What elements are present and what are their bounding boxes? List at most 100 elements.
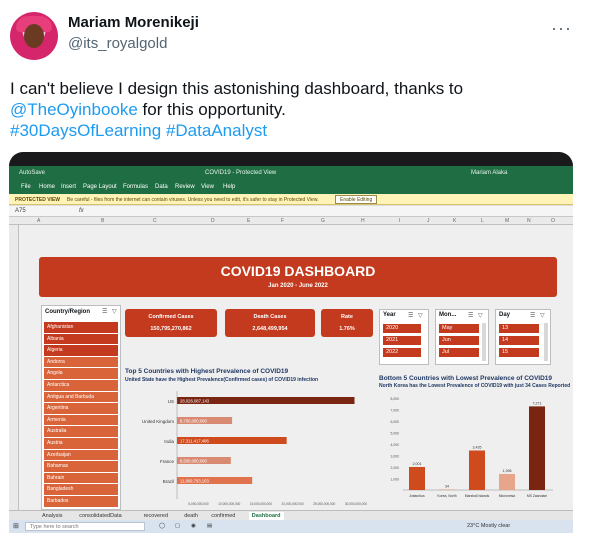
slicer-item[interactable]: 2021	[383, 336, 421, 345]
slicer-item[interactable]: 13	[499, 324, 539, 333]
column-header[interactable]: A	[37, 218, 41, 224]
mention-link[interactable]: @TheOyinbooke	[10, 100, 138, 119]
country-item[interactable]: Barbados	[44, 495, 118, 507]
multi-select-icon[interactable]: ☰	[530, 313, 536, 319]
column-header[interactable]: G	[321, 218, 325, 224]
bar	[177, 477, 253, 484]
formula-bar: A75 fx	[9, 206, 573, 217]
multi-select-icon[interactable]: ☰	[408, 313, 414, 319]
autosave-label[interactable]: AutoSave	[19, 170, 46, 176]
menu-item[interactable]: File	[21, 184, 31, 190]
windows-start-icon[interactable]: ⊞	[13, 523, 19, 530]
multi-select-icon[interactable]: ☰	[102, 309, 108, 315]
avatar[interactable]	[10, 12, 58, 60]
sheet-tab[interactable]: recovered	[143, 513, 169, 519]
country-item[interactable]: Antigua and Barbuda	[44, 391, 118, 403]
column-header[interactable]: F	[281, 218, 285, 224]
country-item[interactable]: Armenia	[44, 414, 118, 426]
country-item[interactable]: Algeria	[44, 345, 118, 356]
country-item[interactable]: Angola	[44, 368, 118, 379]
menu-item[interactable]: Formulas	[123, 184, 149, 190]
country-item[interactable]: Azerbaijan	[44, 449, 118, 461]
taskbar-app-icon[interactable]: ◉	[191, 523, 196, 529]
column-header[interactable]: L	[481, 218, 484, 224]
menu-item[interactable]: Help	[223, 184, 236, 190]
menu-item[interactable]: Home	[39, 184, 56, 190]
bottom5-bar-chart: 1,000 2,000 3,000 4,000 5,000 6,000 7,000 8,000…	[391, 397, 553, 498]
column-header[interactable]: H	[361, 218, 365, 224]
multi-select-icon[interactable]: ☰	[468, 313, 474, 319]
menu-item[interactable]: View	[201, 184, 214, 190]
country-item[interactable]: Australia	[44, 426, 118, 437]
hashtag-link[interactable]: #30DaysOfLearning	[10, 121, 162, 140]
month-slicer[interactable]: Mon... ☰ ▽ May Jun Jul	[435, 309, 489, 365]
clear-filter-icon[interactable]: ▽	[112, 309, 117, 315]
country-item[interactable]: Bahrain	[44, 472, 118, 484]
enable-editing-button[interactable]: Enable Editing	[335, 195, 378, 204]
name-box[interactable]: A75	[15, 208, 26, 214]
taskbar-search-input[interactable]: Type here to search	[25, 522, 145, 531]
bar	[177, 397, 355, 404]
column-header[interactable]: I	[399, 218, 401, 224]
row-headers[interactable]	[9, 225, 19, 510]
column-header[interactable]: C	[153, 218, 157, 224]
slicer-item[interactable]: 14	[499, 336, 539, 345]
column-header[interactable]: M	[505, 218, 510, 224]
column-header[interactable]: K	[453, 218, 457, 224]
sheet-tab[interactable]: confirmed	[211, 513, 236, 519]
clear-filter-icon[interactable]: ▽	[540, 313, 545, 319]
bar	[499, 473, 515, 490]
column-header[interactable]: O	[551, 218, 555, 224]
taskbar-app-icon[interactable]: ◯	[159, 523, 166, 529]
country-item[interactable]: Afghanistan	[44, 322, 118, 333]
slicer-item[interactable]: May	[439, 324, 479, 333]
protected-label: PROTECTED VIEW	[15, 197, 61, 203]
sheet-tab[interactable]: death	[184, 513, 198, 519]
clear-filter-icon[interactable]: ▽	[478, 313, 483, 319]
column-header[interactable]: J	[427, 218, 430, 224]
tick-label: 5,000,000,000	[188, 502, 209, 506]
weather-status[interactable]: 23°C Mostly clear	[467, 523, 511, 529]
country-item[interactable]: Bangladesh	[44, 484, 118, 495]
user-name[interactable]: Mariam Alaka	[471, 170, 508, 176]
country-item[interactable]: Andorra	[44, 356, 118, 368]
column-header[interactable]: N	[527, 218, 531, 224]
menu-item[interactable]: Insert	[61, 184, 77, 190]
bottom5-chart-subtitle: North Korea has the Lowest Prevalence of…	[379, 383, 571, 389]
more-options-icon[interactable]: ···	[551, 18, 572, 38]
sheet-tab[interactable]: consolidatedData	[79, 513, 122, 519]
column-header[interactable]: D	[211, 218, 215, 224]
clear-filter-icon[interactable]: ▽	[418, 313, 423, 319]
slicer-item[interactable]: Jul	[439, 348, 479, 357]
menu-item[interactable]: Data	[155, 184, 168, 190]
slicer-scrollbar[interactable]	[544, 323, 548, 361]
country-list: Afghanistan Albania Algeria Andorra Angola An…	[44, 322, 118, 508]
ribbon-menu: File Home Insert Page Layout Formulas Da…	[9, 180, 573, 194]
slicer-item[interactable]: Jun	[439, 336, 479, 345]
menu-item[interactable]: Page Layout	[83, 184, 117, 190]
country-slicer[interactable]: Country/Region ☰ ▽ Afghanistan Albania Alg…	[41, 305, 121, 510]
tweet-text: I can't believe I design this astonishin…	[10, 78, 570, 141]
tweet-photo[interactable]: AutoSave COVID19 - Protected View Mariam…	[9, 152, 573, 533]
country-item[interactable]: Albania	[44, 333, 118, 345]
taskbar-app-icon[interactable]: ▤	[207, 523, 213, 529]
display-name[interactable]: Mariam Morenikeji	[68, 14, 199, 31]
slicer-scrollbar[interactable]	[482, 323, 486, 361]
taskbar-app-icon[interactable]: ▢	[175, 523, 181, 529]
country-item[interactable]: Argentina	[44, 403, 118, 414]
day-slicer[interactable]: Day ☰ ▽ 13 14 15	[495, 309, 551, 365]
country-item[interactable]: Antarctica	[44, 379, 118, 391]
column-header[interactable]: B	[101, 218, 105, 224]
sheet-tab[interactable]: Analysis	[42, 513, 63, 519]
tick-label: 20,000,000,000	[281, 502, 303, 506]
column-header[interactable]: E	[247, 218, 251, 224]
slicer-item[interactable]: 2020	[383, 324, 421, 333]
slicer-item[interactable]: 2022	[383, 348, 421, 357]
menu-item[interactable]: Review	[175, 184, 195, 190]
country-item[interactable]: Austria	[44, 437, 118, 449]
user-handle[interactable]: @its_royalgold	[68, 35, 168, 52]
hashtag-link[interactable]: #DataAnalyst	[165, 121, 268, 140]
country-item[interactable]: Bahamas	[44, 461, 118, 472]
slicer-item[interactable]: 15	[499, 348, 539, 357]
year-slicer[interactable]: Year ☰ ▽ 2020 2021 2022	[379, 309, 429, 365]
